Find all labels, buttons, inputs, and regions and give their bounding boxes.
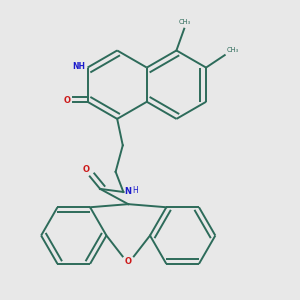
Text: O: O <box>125 257 132 266</box>
Text: N: N <box>124 188 131 196</box>
Text: CH₃: CH₃ <box>226 46 239 52</box>
Text: NH: NH <box>72 62 85 71</box>
Text: O: O <box>64 96 71 105</box>
Text: O: O <box>82 165 90 174</box>
Text: CH₃: CH₃ <box>179 19 191 25</box>
Text: H: H <box>132 186 138 195</box>
